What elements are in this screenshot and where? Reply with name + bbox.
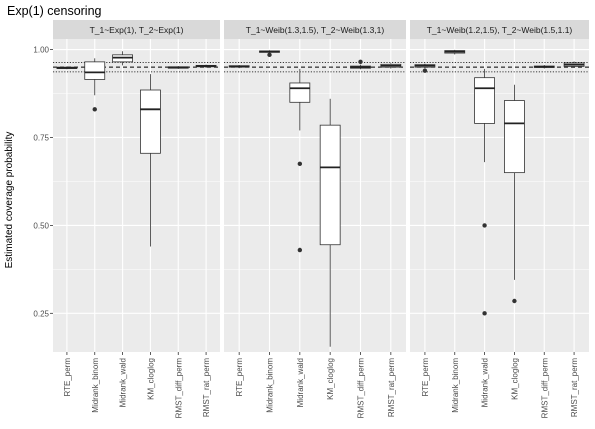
outlier-point xyxy=(92,107,97,112)
box xyxy=(140,89,161,154)
chart-title: Exp(1) censoring xyxy=(7,4,102,18)
outlier-point xyxy=(297,161,303,167)
x-tick-label: RMST_diff_perm xyxy=(357,358,366,419)
x-tick-label: Midrank_binom xyxy=(266,358,275,413)
outlier-point xyxy=(297,247,303,253)
x-tick-label: Midrank_binom xyxy=(91,358,100,413)
x-tick-label: RTE_perm xyxy=(421,358,430,397)
x-tick-label: RMST_diff_perm xyxy=(174,358,183,419)
x-tick-label: RMST_rat_perm xyxy=(202,358,211,417)
x-tick-label: RMST_rat_perm xyxy=(570,358,579,417)
x-tick-label: RTE_perm xyxy=(235,358,244,397)
outlier-point xyxy=(482,311,487,316)
box xyxy=(504,100,525,174)
facet-strip-label: T_1~Weib(1.3,1.5), T_2~Weib(1.3,1) xyxy=(246,25,385,35)
box xyxy=(84,61,106,80)
boxplot-midrank-binom xyxy=(259,50,280,58)
boxplot-midrank-binom xyxy=(84,58,106,112)
facet-strip xyxy=(410,20,589,39)
x-tick-label: Midrank_wald xyxy=(481,358,490,407)
boxplot-km-cloglog xyxy=(319,98,341,347)
boxplot-rte-perm xyxy=(228,65,250,69)
boxplot-midrank-wald xyxy=(112,51,133,66)
box xyxy=(474,77,495,124)
outlier-point xyxy=(422,68,428,73)
facet-panel: T_1~Exp(1), T_2~Exp(1) RTE_perm Midrank_bi… xyxy=(53,20,220,418)
y-axis: 0.25 0.50 0.75 1.00 xyxy=(33,46,53,318)
x-tick-label: KM_cloglog xyxy=(510,358,519,400)
boxplot-rte-perm xyxy=(56,66,78,70)
y-tick-label: 0.75 xyxy=(33,133,49,142)
x-tick-label: RMST_rat_perm xyxy=(387,358,396,417)
x-tick-label: Midrank_binom xyxy=(451,358,460,413)
outlier-point xyxy=(267,52,272,58)
panel-background xyxy=(53,39,220,352)
panel-background xyxy=(224,39,406,352)
boxplot-rte-perm xyxy=(414,63,436,73)
outlier-point xyxy=(358,59,363,65)
facet-panel: T_1~Weib(1.2,1.5), T_2~Weib(1.5,1.1) RTE_… xyxy=(410,20,589,418)
y-tick-label: 1.00 xyxy=(33,46,49,55)
x-tick-label: Midrank_wald xyxy=(296,358,305,407)
boxplot-km-cloglog xyxy=(504,84,525,304)
facet-strip-label: T_1~Weib(1.2,1.5), T_2~Weib(1.5,1.1) xyxy=(427,25,573,35)
facet-strip-label: T_1~Exp(1), T_2~Exp(1) xyxy=(90,25,184,35)
facet-panels: T_1~Exp(1), T_2~Exp(1) RTE_perm Midrank_bi… xyxy=(53,20,589,418)
box xyxy=(289,82,311,103)
boxplot-km-cloglog xyxy=(140,74,161,247)
boxplot-midrank-wald xyxy=(289,68,311,253)
outlier-point xyxy=(482,223,487,228)
x-tick-label: KM_cloglog xyxy=(326,358,335,400)
boxplot-rmst-rat-perm xyxy=(563,61,585,68)
boxplot-midrank-wald xyxy=(474,68,495,316)
panel-background xyxy=(410,39,589,352)
boxplot-rmst-diff-perm xyxy=(350,59,371,70)
y-tick-label: 0.25 xyxy=(33,309,49,318)
outlier-point xyxy=(512,298,517,304)
facet-panel: T_1~Weib(1.3,1.5), T_2~Weib(1.3,1) RTE_pe… xyxy=(224,20,406,418)
boxplot-rmst-rat-perm xyxy=(380,63,402,69)
y-tick-label: 0.50 xyxy=(33,221,49,230)
boxplot-rmst-diff-perm xyxy=(167,66,189,69)
boxplot-midrank-binom xyxy=(444,49,466,55)
boxplot-rmst-diff-perm xyxy=(533,65,555,69)
x-tick-label: RMST_diff_perm xyxy=(540,358,549,419)
x-tick-label: Midrank_wald xyxy=(119,358,128,407)
y-axis-label: Estimated coverage probability xyxy=(4,132,15,269)
x-tick-label: RTE_perm xyxy=(63,358,72,397)
facet-strip xyxy=(224,20,406,39)
boxplot-rmst-rat-perm xyxy=(195,64,217,68)
box xyxy=(319,124,341,246)
x-tick-label: KM_cloglog xyxy=(146,358,155,400)
facet-strip xyxy=(53,20,220,39)
